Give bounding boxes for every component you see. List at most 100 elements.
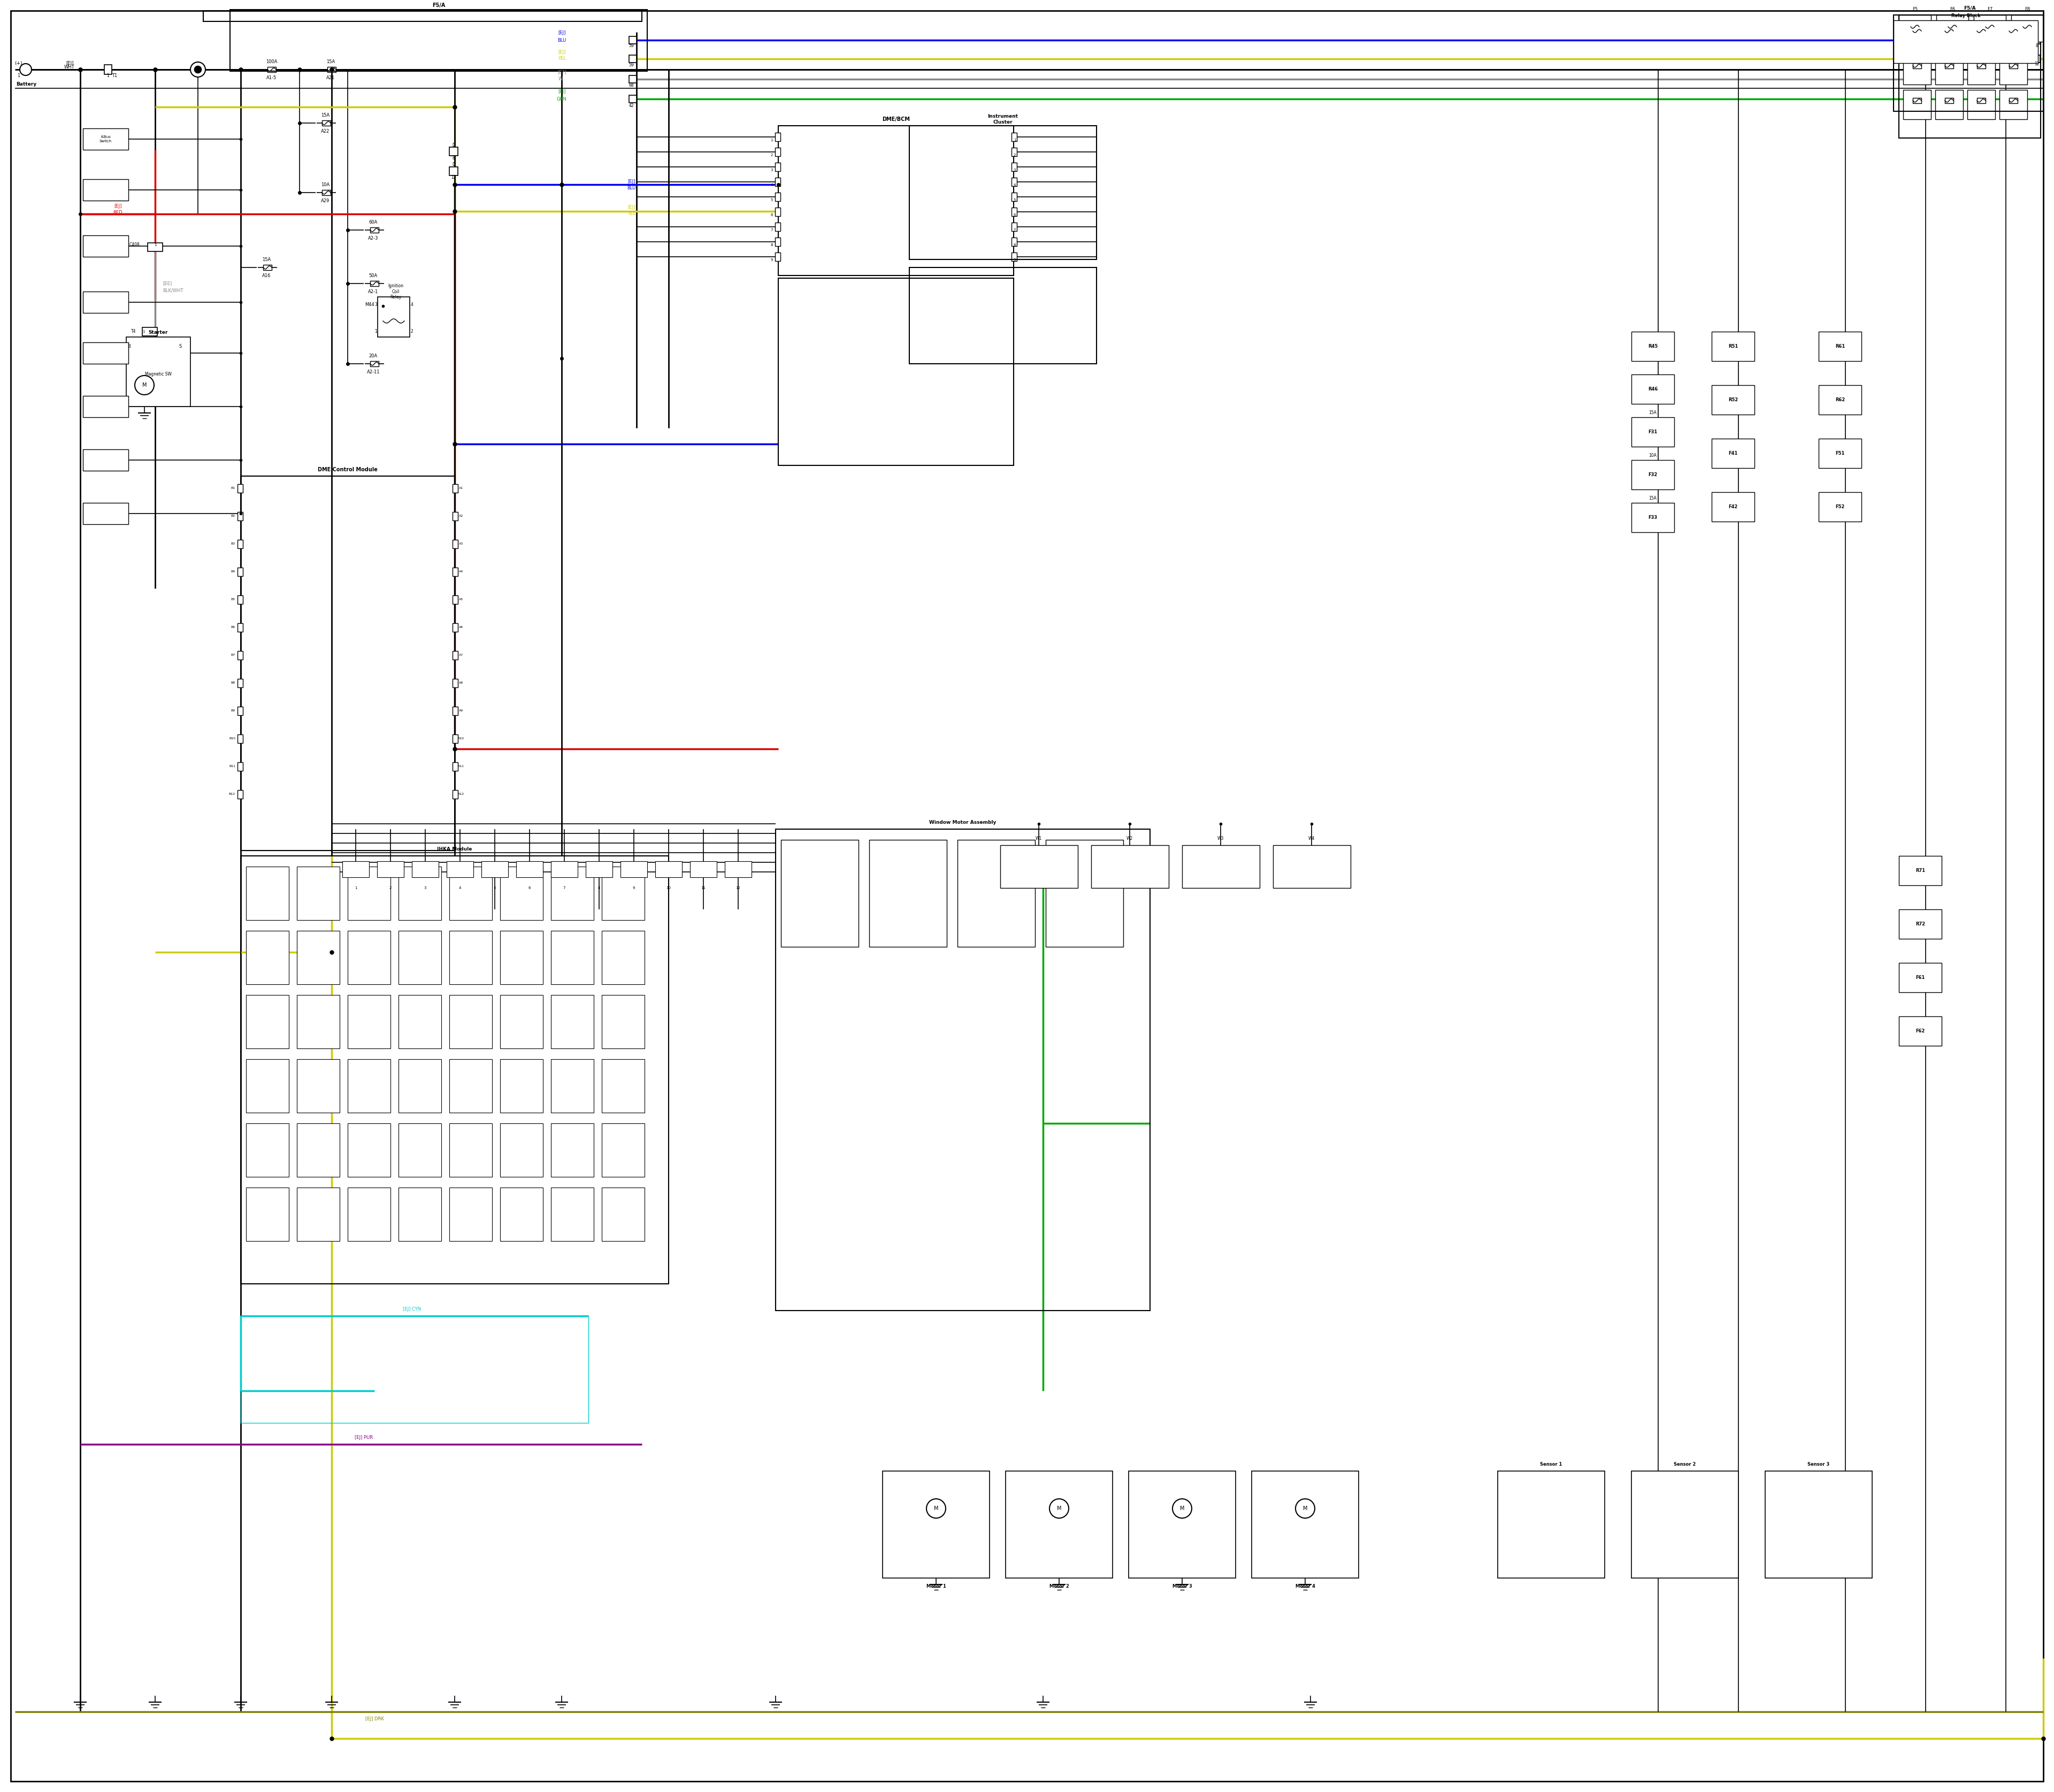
Bar <box>82 235 127 256</box>
Text: B: B <box>127 344 131 349</box>
Bar <box>398 1124 442 1177</box>
Bar <box>910 125 1097 260</box>
Bar <box>298 995 339 1048</box>
Bar <box>322 190 331 195</box>
Text: R71: R71 <box>1916 867 1925 873</box>
Text: 11: 11 <box>700 887 707 889</box>
Text: A21: A21 <box>327 75 335 81</box>
Bar <box>1011 208 1017 217</box>
Bar <box>1898 14 1931 41</box>
Bar <box>883 1471 990 1579</box>
Text: 59: 59 <box>629 43 635 48</box>
Text: Motor 1: Motor 1 <box>926 1584 947 1588</box>
Text: 1: 1 <box>770 138 772 142</box>
Text: F5/A: F5/A <box>1964 5 1976 11</box>
Bar <box>347 867 390 919</box>
Text: 15A: 15A <box>1649 496 1658 502</box>
Bar <box>778 278 1013 466</box>
Bar <box>602 1059 645 1113</box>
Bar <box>1999 90 2027 120</box>
Bar <box>499 1059 542 1113</box>
Bar <box>452 484 458 493</box>
Text: A11: A11 <box>458 765 464 769</box>
Bar <box>869 840 947 946</box>
Bar <box>550 867 594 919</box>
Bar <box>774 222 781 231</box>
Bar <box>142 328 158 335</box>
Text: M: M <box>1302 1505 1308 1511</box>
Bar <box>2033 56 2040 63</box>
Text: W4: W4 <box>1308 837 1315 840</box>
Bar <box>246 930 290 984</box>
Bar <box>620 862 647 878</box>
Text: 9: 9 <box>633 887 635 889</box>
Bar <box>2033 36 2040 43</box>
Text: R45: R45 <box>1647 344 1658 348</box>
Text: T1: T1 <box>111 73 117 77</box>
Bar <box>1999 20 2027 50</box>
Bar <box>1091 846 1169 889</box>
Bar <box>1818 332 1861 360</box>
Text: 59: 59 <box>629 63 635 66</box>
Text: M: M <box>1058 1505 1062 1511</box>
Bar <box>452 595 458 604</box>
Bar <box>499 995 542 1048</box>
Text: B3: B3 <box>230 543 236 545</box>
Bar <box>774 147 781 156</box>
Bar <box>82 179 127 201</box>
Text: A8: A8 <box>458 681 464 685</box>
Text: 6: 6 <box>528 887 530 889</box>
Text: Motor 3: Motor 3 <box>1173 1584 1191 1588</box>
Text: 1: 1 <box>374 330 378 333</box>
Text: A2-11: A2-11 <box>368 369 380 375</box>
Text: BLU: BLU <box>626 186 635 190</box>
Text: 5: 5 <box>493 887 495 889</box>
Text: 8: 8 <box>770 244 772 247</box>
Bar <box>910 267 1097 364</box>
Bar <box>452 735 458 744</box>
Text: 12: 12 <box>735 887 741 889</box>
Text: 20A: 20A <box>370 353 378 358</box>
Bar <box>1818 385 1861 414</box>
Bar <box>452 624 458 633</box>
Bar <box>298 1188 339 1242</box>
Text: Instrument
Cluster: Instrument Cluster <box>988 115 1019 124</box>
Text: F6: F6 <box>1949 7 1955 13</box>
Bar <box>450 995 493 1048</box>
Bar <box>774 177 781 186</box>
Bar <box>602 930 645 984</box>
Bar <box>452 539 458 548</box>
Bar <box>452 706 458 715</box>
Bar <box>957 840 1035 946</box>
Text: (+): (+) <box>14 61 23 66</box>
Bar <box>1711 493 1754 521</box>
Bar <box>238 595 242 604</box>
Bar <box>1631 332 1674 360</box>
Text: 1: 1 <box>16 73 21 79</box>
Text: F8: F8 <box>2025 7 2029 13</box>
Text: W3: W3 <box>1218 837 1224 840</box>
Bar <box>370 228 378 233</box>
Text: Sensor 3: Sensor 3 <box>1808 1462 1830 1468</box>
Text: Motor 4: Motor 4 <box>1296 1584 1315 1588</box>
Bar <box>2011 14 2044 41</box>
Text: [E?]: [E?] <box>557 70 567 75</box>
Text: R72: R72 <box>1916 921 1925 926</box>
Text: Sensor 2: Sensor 2 <box>1674 1462 1697 1468</box>
Bar <box>1006 1471 1113 1579</box>
Bar <box>1497 1471 1604 1579</box>
Text: A12: A12 <box>458 794 464 796</box>
Text: [EJ] DRK: [EJ] DRK <box>366 1717 384 1720</box>
Text: DME/BCM: DME/BCM <box>881 116 910 122</box>
Bar <box>370 360 378 366</box>
Bar <box>347 1188 390 1242</box>
Text: 1: 1 <box>1013 138 1017 142</box>
Text: F52: F52 <box>1836 504 1844 509</box>
Bar <box>499 867 542 919</box>
Bar <box>238 484 242 493</box>
Bar <box>774 238 781 246</box>
Text: F51: F51 <box>1836 450 1844 455</box>
Bar <box>1904 56 1931 84</box>
Bar <box>1986 23 1994 29</box>
Bar <box>327 66 337 72</box>
